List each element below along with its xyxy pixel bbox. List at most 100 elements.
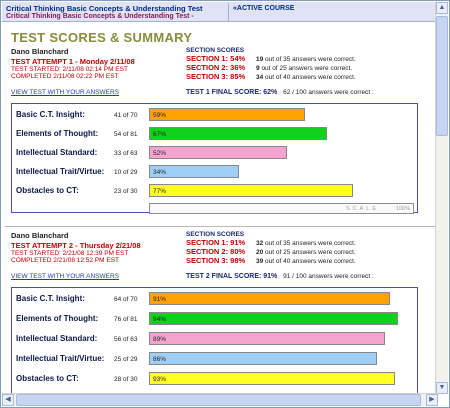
test-completed: COMPLETED 2/11/08 02:22 PM EST: [11, 73, 119, 80]
scale-max: 100%: [395, 206, 410, 212]
scroll-down-arrow-icon[interactable]: ▼: [436, 382, 448, 394]
bar-count: 28 of 30: [114, 376, 138, 383]
bar-category-label: Elements of Thought:: [16, 314, 99, 323]
scale-label: SCALE: [345, 206, 379, 212]
final-score-label: TEST 2 FINAL SCORE: 91%: [186, 273, 278, 280]
course-header: Critical Thinking Basic Concepts & Under…: [2, 2, 437, 22]
bar-count: 41 of 70: [114, 112, 138, 119]
section-score-row: SECTION 2: 80% 20 out of 25 answers were …: [186, 247, 436, 256]
scroll-up-arrow-icon[interactable]: ▲: [436, 2, 448, 14]
final-score-label: TEST 1 FINAL SCORE: 62%: [186, 89, 278, 96]
bar-chart-box-2: Basic C.T. Insight: 64 of 70 91% Elements o…: [11, 287, 418, 395]
bar-category-label: Elements of Thought:: [16, 129, 99, 138]
attempt-info-2: Dano Blanchard TEST ATTEMPT 2 - Thursday …: [11, 231, 141, 264]
final-score-detail: 91 / 100 answers were correct :: [283, 273, 374, 280]
active-course-link[interactable]: «ACTIVE COURSE: [228, 3, 436, 21]
section-correct-count: 9: [256, 65, 260, 72]
section-correct-count: 19: [256, 56, 264, 63]
bar-category-label: Intellectual Standard:: [16, 334, 98, 343]
scroll-left-arrow-icon[interactable]: ◀: [2, 394, 14, 406]
section-score-detail: 34 out of 40 answers were correct.: [256, 74, 356, 81]
section-scores-heading: SECTION SCORES: [186, 231, 245, 238]
section-score-label: SECTION 2: 80%: [186, 247, 246, 256]
section-correct-text: out of 25 answers were correct.: [265, 249, 356, 256]
score-bar-row: Intellectual Trait/Virtue: 25 of 29 86%: [16, 352, 414, 366]
test-started: TEST STARTED: 2/21/08 12:39 PM EST: [11, 250, 129, 257]
bar-percent-label: 34%: [153, 169, 167, 176]
bar-count: 56 of 63: [114, 336, 138, 343]
bar-percent-label: 93%: [153, 376, 167, 383]
final-score-2: TEST 2 FINAL SCORE: 91% 91 / 100 answers…: [186, 273, 374, 280]
final-score-1: TEST 1 FINAL SCORE: 62% 62 / 100 answers…: [186, 89, 374, 96]
attempt-title: TEST ATTEMPT 2 - Thursday 2/21/08: [11, 241, 141, 250]
horizontal-scroll-thumb[interactable]: [16, 394, 421, 406]
score-bar-row: Intellectual Standard: 56 of 63 89%: [16, 332, 414, 346]
bar-count: 76 of 81: [114, 316, 138, 323]
score-bar-row: Obstacles to CT: 23 of 30 77%: [16, 184, 414, 198]
section-score-row: SECTION 3: 98% 39 out of 40 answers were …: [186, 256, 436, 265]
scale-bar: SCALE 100%: [149, 203, 414, 214]
score-bar-row: Elements of Thought: 54 of 81 67%: [16, 127, 414, 141]
score-bar-row: Intellectual Standard: 33 of 63 52%: [16, 146, 414, 160]
attempt-info-1: Dano Blanchard TEST ATTEMPT 1 - Monday 2/…: [11, 47, 135, 80]
attempt-title: TEST ATTEMPT 1 - Monday 2/11/08: [11, 57, 135, 66]
vertical-scrollbar[interactable]: ▲ ▼: [435, 2, 448, 394]
section-scores-1: SECTION SCORES SECTION 1: 54% 19 out of 35…: [186, 47, 436, 81]
bar-category-label: Obstacles to CT:: [16, 186, 79, 195]
view-test-answers-link[interactable]: VIEW TEST WITH YOUR ANSWERS: [11, 89, 119, 96]
section-score-label: SECTION 3: 98%: [186, 256, 246, 265]
section-score-label: SECTION 1: 54%: [186, 54, 246, 63]
score-bar: 67%: [149, 127, 327, 140]
score-bar-row: Obstacles to CT: 28 of 30 93%: [16, 372, 414, 386]
bar-percent-label: 77%: [153, 188, 167, 195]
section-scores-2: SECTION SCORES SECTION 1: 91% 32 out of 35…: [186, 231, 436, 265]
bar-percent-label: 89%: [153, 336, 167, 343]
section-correct-text: out of 40 answers were correct.: [265, 74, 356, 81]
score-bar: 89%: [149, 332, 385, 345]
section-scores-heading: SECTION SCORES: [186, 47, 245, 54]
scroll-right-arrow-icon[interactable]: ▶: [426, 394, 438, 406]
student-name: Dano Blanchard: [11, 47, 69, 56]
score-bar-row: Basic C.T. Insight: 64 of 70 91%: [16, 292, 414, 306]
horizontal-scrollbar[interactable]: ◀ ▶: [2, 393, 438, 406]
score-bar: 52%: [149, 146, 287, 159]
bar-category-label: Basic C.T. Insight:: [16, 294, 85, 303]
final-score-detail: 62 / 100 answers were correct :: [283, 89, 374, 96]
section-correct-count: 39: [256, 258, 264, 265]
main-content: TEST SCORES & SUMMARY Dano Blanchard TEST…: [2, 23, 437, 395]
bar-percent-label: 86%: [153, 356, 167, 363]
vertical-scroll-thumb[interactable]: [436, 16, 448, 136]
student-name: Dano Blanchard: [11, 231, 69, 240]
score-bar: 77%: [149, 184, 353, 197]
section-correct-count: 34: [256, 74, 264, 81]
score-bar-row: Intellectual Trait/Virtue: 10 of 29 34%: [16, 165, 414, 179]
bar-count: 25 of 29: [114, 356, 138, 363]
section-score-row: SECTION 1: 91% 32 out of 35 answers were …: [186, 238, 436, 247]
section-correct-count: 32: [256, 240, 264, 247]
bar-chart-box-1: Basic C.T. Insight: 41 of 70 59% Elements o…: [11, 103, 418, 214]
score-bar: 94%: [149, 312, 398, 325]
section-correct-count: 20: [256, 249, 264, 256]
bar-count: 54 of 81: [114, 131, 138, 138]
view-test-answers-link[interactable]: VIEW TEST WITH YOUR ANSWERS: [11, 273, 119, 280]
bar-count: 10 of 29: [114, 169, 138, 176]
section-correct-text: out of 35 answers were correct.: [265, 56, 356, 63]
test-completed: COMPLETED 2/21/08 12:52 PM EST: [11, 257, 120, 264]
section-correct-text: out of 40 answers were correct.: [265, 258, 356, 265]
score-bar: 59%: [149, 108, 305, 121]
bar-percent-label: 67%: [153, 131, 167, 138]
bar-count: 23 of 30: [114, 188, 138, 195]
section-score-label: SECTION 3: 85%: [186, 72, 246, 81]
course-subtitle: Critical Thinking Basic Concepts & Under…: [6, 13, 194, 20]
section-score-row: SECTION 2: 36% 9 out of 25 answers were c…: [186, 63, 436, 72]
bar-category-label: Intellectual Trait/Virtue:: [16, 167, 105, 176]
page-title: TEST SCORES & SUMMARY: [11, 30, 193, 45]
score-bar-row: Elements of Thought: 76 of 81 94%: [16, 312, 414, 326]
section-score-detail: 20 out of 25 answers were correct.: [256, 249, 356, 256]
section-correct-text: out of 35 answers were correct.: [265, 240, 356, 247]
score-bar: 91%: [149, 292, 390, 305]
bar-percent-label: 94%: [153, 316, 167, 323]
section-score-label: SECTION 2: 36%: [186, 63, 246, 72]
section-score-label: SECTION 1: 91%: [186, 238, 246, 247]
